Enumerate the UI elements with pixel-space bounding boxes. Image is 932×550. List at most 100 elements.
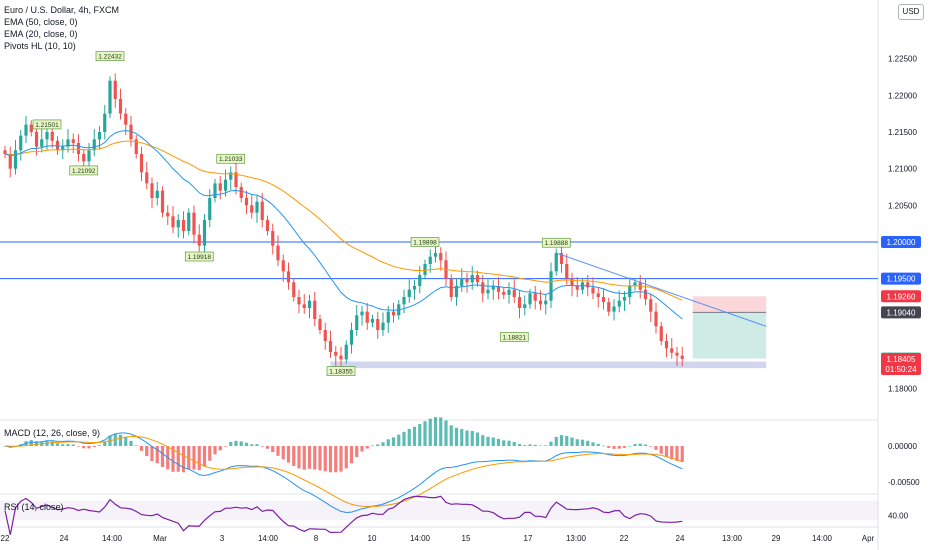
macd-histogram-bar [276,446,280,456]
candle-body [328,341,333,352]
candle-body [155,190,159,198]
macd-histogram-bar [423,421,427,446]
candle-body [292,282,296,297]
macd-histogram-bar [512,441,516,446]
candle-body [386,311,390,323]
candle-body [612,306,616,312]
candle-body [559,253,564,264]
candle-body [229,172,233,180]
ema20-legend[interactable]: EMA (20, close, 0) [4,29,78,39]
macd-histogram-bar [433,417,438,446]
macd-histogram-bar [397,434,401,446]
macd-histogram-bar [339,446,343,472]
candle-body [239,187,243,198]
candle-body [166,212,170,217]
macd-histogram-bar [160,446,165,467]
macd-histogram-bar [470,430,474,446]
price-badge [881,306,921,319]
macd-histogram-bar [265,446,270,449]
rsi-label[interactable]: RSI (14, close) [4,502,64,512]
macd-histogram-bar [659,446,663,454]
candle-body [276,245,280,261]
candle-body [129,124,133,140]
candle-body [34,132,39,147]
macd-histogram-bar [586,440,590,446]
macd-histogram-bar [61,444,65,446]
macd-histogram-bar [192,446,196,470]
symbol-title[interactable]: Euro / U.S. Dollar, 4h, FXCM [4,5,120,15]
pivot-label-box [95,51,125,61]
macd-histogram-bar [444,420,448,446]
stop-loss-zone [692,296,767,313]
price-badge [881,236,921,248]
candle-body [286,271,291,283]
candle-body [82,154,86,162]
candle-body [118,99,123,114]
pivot-label-box [541,237,571,248]
macd-histogram-bar [134,445,138,447]
candle-body [349,330,354,345]
candle-body [223,179,228,191]
time-tick-label: 22 [620,534,629,543]
macd-histogram-bar [255,444,259,446]
candle-body [29,124,33,132]
pivot-label: 1.19888 [545,240,569,247]
pivot-label-box [32,119,62,130]
price-badge [881,272,921,285]
candle-body [265,220,270,231]
ema50-legend[interactable]: EMA (50, close, 0) [4,17,78,27]
candle-body [134,139,138,154]
macd-histogram-bar [92,446,96,448]
macd-histogram-bar [223,446,228,447]
macd-histogram-bar [29,440,33,446]
macd-histogram-bar [344,446,348,469]
pivots-legend[interactable]: Pivots HL (10, 10) [4,41,76,51]
candle-body [591,287,595,294]
macd-histogram-bar [418,424,422,446]
price-badge-label: 1.18405 [887,355,916,364]
candle-body [554,253,558,272]
time-tick-label: 8 [314,534,319,543]
candle-body [512,289,516,297]
macd-histogram-bar [622,446,627,448]
candle-body [470,275,474,283]
macd-histogram-bar [171,446,175,472]
candle-body [244,198,249,206]
candle-body [565,264,569,279]
candle-body [344,344,348,360]
macd-histogram-bar [680,446,684,462]
macd-histogram-bar [82,446,86,449]
candle-body [3,150,7,154]
candle-body [323,330,327,341]
price-badge-label: 1.19260 [887,292,916,301]
macd-histogram-bar [402,431,406,446]
candle-body [334,352,338,356]
candle-body [297,297,301,305]
candle-body [654,311,658,327]
support-zone [330,361,767,369]
macd-histogram-bar [412,426,417,446]
macd-histogram-bar [328,446,333,473]
candle-body [643,289,648,300]
macd-label[interactable]: MACD (12, 26, close, 9) [4,428,101,438]
time-tick-label: 14:00 [410,534,431,543]
price-badge-label: 1.19500 [887,275,916,284]
candle-body [255,201,259,213]
candle-body [160,190,165,213]
trendline [556,252,767,327]
candle-body [66,139,70,147]
macd-histogram-bar [654,446,658,450]
macd-histogram-bar [260,446,264,447]
candle-body [234,172,238,187]
pivot-label: 1.18821 [503,334,527,341]
candle-body [318,319,322,330]
candle-body [376,319,380,330]
candle-body [365,311,369,323]
macd-histogram-bar [591,442,595,446]
candle-body [601,297,606,303]
candle-body [87,150,91,162]
ema50-line [4,140,683,301]
currency-badge[interactable]: USD [898,4,924,20]
time-tick-label: 22 [1,534,10,543]
